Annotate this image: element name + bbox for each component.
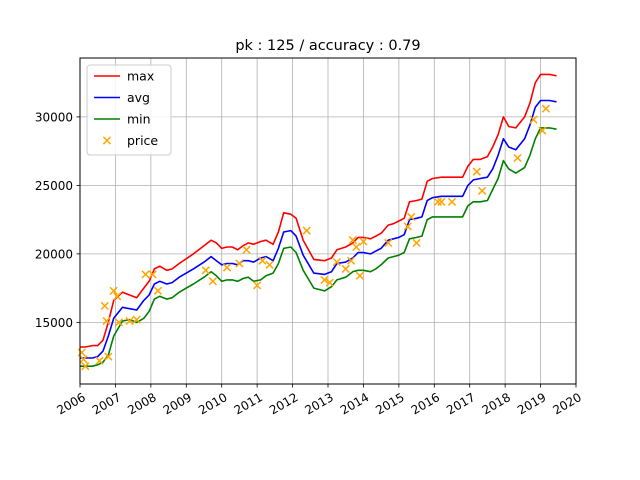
legend-label-avg: avg — [127, 90, 150, 105]
legend-label-min: min — [127, 112, 151, 127]
data-point-price — [113, 292, 122, 301]
data-point-price — [320, 275, 329, 285]
data-point-price — [433, 197, 442, 206]
series-points-price — [77, 104, 551, 371]
data-point-price — [148, 270, 157, 279]
data-point-price — [104, 352, 113, 361]
data-point-price — [242, 245, 251, 254]
data-point-price — [352, 242, 361, 252]
legend-box — [86, 64, 172, 156]
data-point-price — [81, 362, 90, 371]
data-point-price — [258, 256, 267, 265]
data-point-price — [265, 260, 274, 269]
data-point-price — [341, 264, 350, 274]
data-point-price — [346, 256, 356, 265]
data-point-price — [472, 167, 481, 176]
data-point-price — [201, 266, 210, 275]
legend: max avg min price — [86, 64, 172, 156]
data-point-price — [302, 226, 311, 235]
data-point-price — [109, 286, 118, 295]
legend-swatch-price — [102, 136, 112, 145]
data-point-price — [141, 270, 150, 279]
data-point-price — [359, 237, 368, 246]
data-point-price — [102, 316, 111, 326]
series-line-min — [80, 127, 557, 368]
data-point-price — [332, 257, 341, 267]
data-point-price — [529, 115, 538, 124]
data-point-price — [477, 186, 487, 195]
data-point-price — [153, 286, 163, 295]
data-point-price — [235, 259, 244, 268]
data-point-price — [538, 126, 547, 135]
data-point-price — [95, 356, 104, 365]
data-point-price — [125, 316, 134, 326]
data-point-price — [222, 263, 232, 272]
data-point-price — [437, 197, 446, 206]
data-point-price — [100, 301, 109, 311]
data-point-price — [132, 315, 141, 324]
series-layer — [77, 73, 557, 371]
data-point-price — [384, 238, 393, 248]
data-point-price — [407, 212, 416, 222]
data-point-price — [77, 348, 86, 357]
series-line-max — [80, 73, 557, 348]
series-line-avg — [80, 99, 557, 359]
data-point-price — [79, 355, 88, 364]
data-point-price — [325, 278, 334, 287]
data-point-price — [513, 153, 522, 163]
legend-label-max: max — [127, 69, 154, 84]
y-tick-label: 30000 — [35, 110, 73, 124]
y-tick-label: 15000 — [35, 316, 73, 330]
data-point-price — [403, 222, 412, 231]
legend-label-price: price — [127, 133, 158, 148]
y-tick-label: 20000 — [35, 247, 73, 261]
data-point-price — [355, 271, 365, 280]
data-point-price — [447, 197, 457, 206]
data-point-price — [253, 281, 262, 290]
data-point-price — [348, 236, 357, 245]
chart-title: pk : 125 / accuracy : 0.79 — [235, 38, 420, 54]
data-point-price — [114, 318, 124, 327]
data-point-price — [412, 238, 421, 248]
data-point-price — [541, 104, 551, 113]
y-tick-label: 25000 — [35, 179, 73, 193]
data-point-price — [208, 277, 217, 286]
